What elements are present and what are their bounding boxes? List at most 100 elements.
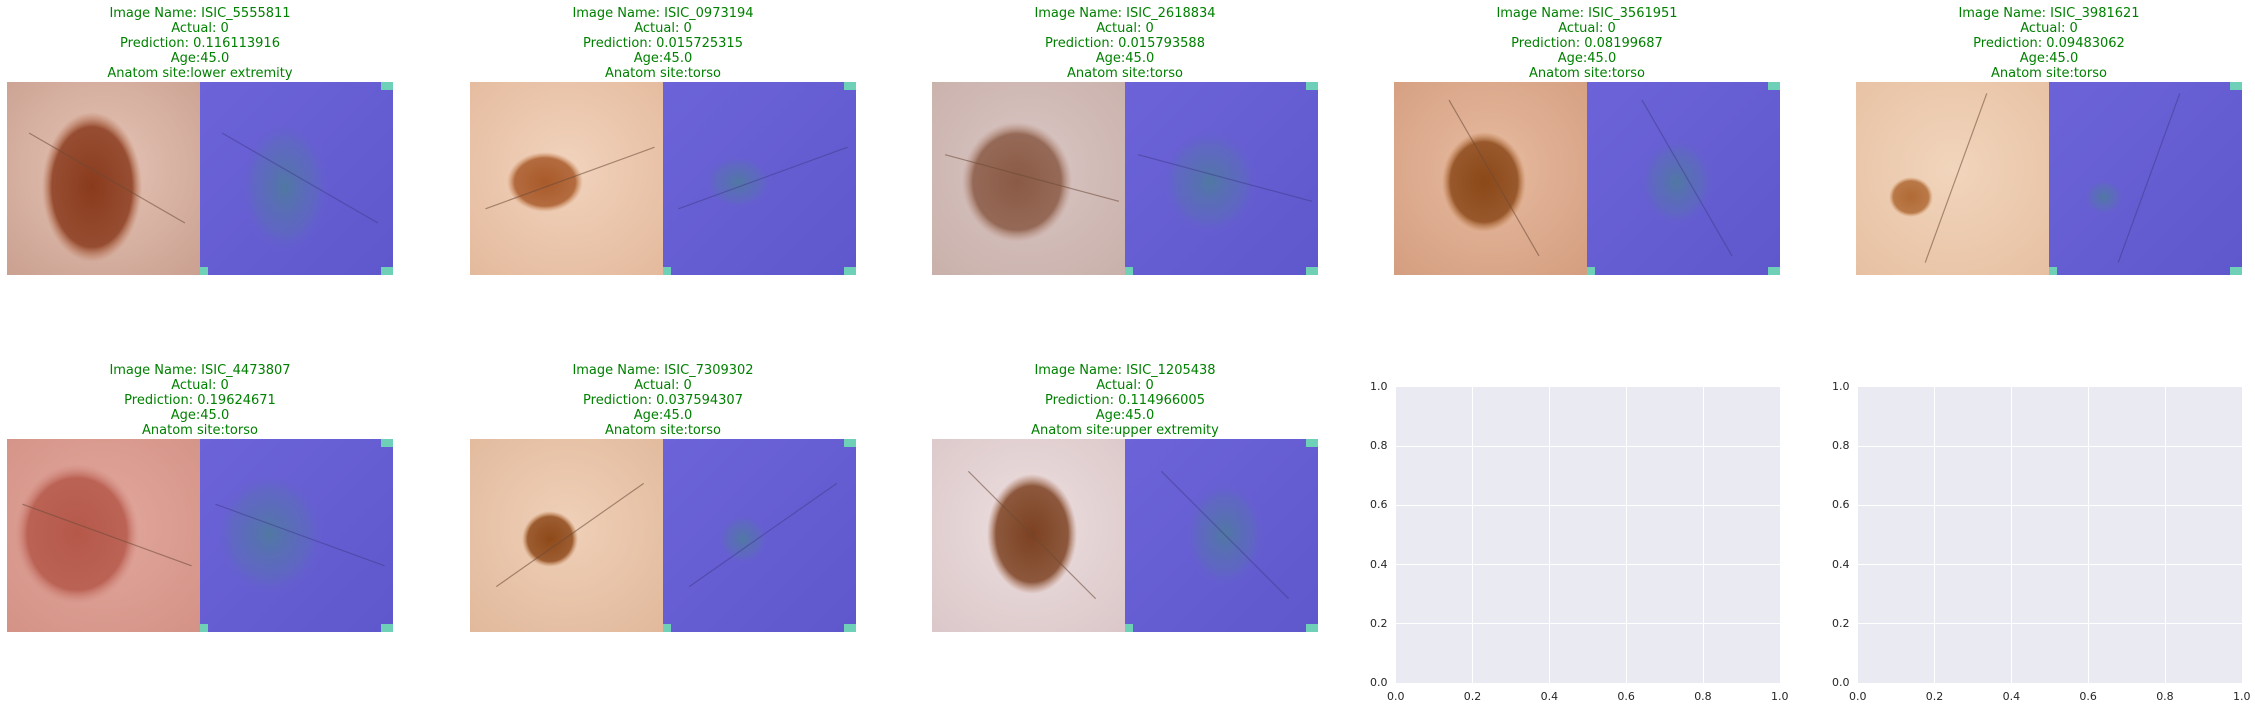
y-tick-label: 0.6 (1832, 498, 1850, 512)
y-tick-label: 0.8 (1832, 439, 1850, 453)
lesion-gradcam-image (932, 439, 1318, 632)
x-tick-label: 0.2 (1925, 690, 1944, 703)
panel-title: Image Name: ISIC_3561951 Actual: 0 Predict… (1394, 6, 1780, 81)
y-tick-label: 0.8 (1370, 439, 1388, 453)
empty-axes (1858, 387, 2242, 683)
grid-line (2087, 387, 2089, 683)
anatom-site-label: Anatom site:torso (1529, 66, 1645, 81)
image-panel: Image Name: ISIC_5555811 Actual: 0 Predict… (7, 0, 393, 280)
image-name-label: Image Name: ISIC_7309302 (572, 363, 754, 378)
actual-label: Actual: 0 (171, 378, 229, 393)
grid-line (1396, 564, 1780, 566)
y-tick-label: 0.4 (1370, 557, 1388, 571)
x-tick-label: 0.8 (2156, 690, 2174, 703)
panel-title: Image Name: ISIC_1205438 Actual: 0 Predict… (932, 363, 1318, 438)
y-tick-label: 0.2 (1832, 616, 1850, 630)
image-panel: Image Name: ISIC_1205438 Actual: 0 Predict… (932, 357, 1318, 637)
prediction-label: Prediction: 0.19624671 (124, 393, 276, 408)
image-panel: Image Name: ISIC_0973194 Actual: 0 Predict… (470, 0, 856, 280)
grid-line (1702, 387, 1704, 683)
y-tick-label: 0.6 (1370, 498, 1388, 512)
panel-title: Image Name: ISIC_7309302 Actual: 0 Predict… (470, 363, 856, 438)
prediction-label: Prediction: 0.116113916 (120, 36, 280, 51)
y-tick-label: 0.4 (1832, 557, 1850, 571)
anatom-site-label: Anatom site:torso (605, 66, 721, 81)
image-name-label: Image Name: ISIC_5555811 (109, 6, 291, 21)
panel-title: Image Name: ISIC_2618834 Actual: 0 Predict… (932, 6, 1318, 81)
lesion-gradcam-image (470, 82, 856, 275)
x-tick-label: 0.0 (1849, 690, 1867, 703)
image-name-label: Image Name: ISIC_0973194 (572, 6, 754, 21)
actual-label: Actual: 0 (1096, 378, 1154, 393)
age-label: Age:45.0 (2019, 51, 2079, 66)
anatom-site-label: Anatom site:torso (605, 423, 721, 438)
x-tick-label: 0.2 (1463, 690, 1482, 703)
image-name-label: Image Name: ISIC_2618834 (1034, 6, 1216, 21)
x-tick-label: 0.4 (1540, 690, 1559, 703)
image-panel: Image Name: ISIC_3561951 Actual: 0 Predict… (1394, 0, 1780, 280)
empty-axes (1396, 387, 1780, 683)
actual-label: Actual: 0 (634, 378, 692, 393)
image-panel: Image Name: ISIC_2618834 Actual: 0 Predict… (932, 0, 1318, 280)
age-label: Age:45.0 (1095, 51, 1155, 66)
grid-line (1396, 445, 1780, 447)
prediction-label: Prediction: 0.015725315 (583, 36, 743, 51)
age-label: Age:45.0 (1557, 51, 1617, 66)
grid-line (2164, 387, 2166, 683)
grid-line (1396, 504, 1780, 506)
lesion-gradcam-image (1856, 82, 2242, 275)
lesion-gradcam-image (932, 82, 1318, 275)
lesion-gradcam-image (7, 439, 393, 632)
y-tick-label: 1.0 (1832, 380, 1850, 393)
grid-line (1396, 623, 1780, 625)
y-tick-label: 1.0 (1370, 380, 1388, 393)
x-tick-label: 1.0 (1771, 690, 1789, 703)
image-name-label: Image Name: ISIC_3981621 (1958, 6, 2140, 21)
anatom-site-label: Anatom site:torso (1991, 66, 2107, 81)
anatom-site-label: Anatom site:torso (142, 423, 258, 438)
grid-line (1858, 623, 2242, 625)
panel-title: Image Name: ISIC_4473807 Actual: 0 Predict… (7, 363, 393, 438)
actual-label: Actual: 0 (1096, 21, 1154, 36)
x-tick-label: 0.8 (1694, 690, 1712, 703)
x-tick-label: 1.0 (2233, 690, 2251, 703)
age-label: Age:45.0 (170, 51, 230, 66)
grid-line (1858, 445, 2242, 447)
image-name-label: Image Name: ISIC_4473807 (109, 363, 291, 378)
x-tick-label: 0.6 (1617, 690, 1635, 703)
grid-line (2011, 387, 2013, 683)
y-tick-label: 0.0 (1832, 676, 1850, 689)
grid-line (1472, 387, 1474, 683)
y-tick-label: 0.2 (1370, 616, 1388, 630)
age-label: Age:45.0 (633, 51, 693, 66)
panel-title: Image Name: ISIC_0973194 Actual: 0 Predict… (470, 6, 856, 81)
image-panel: Image Name: ISIC_3981621 Actual: 0 Predict… (1856, 0, 2242, 280)
age-label: Age:45.0 (633, 408, 693, 423)
panel-title: Image Name: ISIC_3981621 Actual: 0 Predict… (1856, 6, 2242, 81)
age-label: Age:45.0 (170, 408, 230, 423)
grid-line (1625, 387, 1627, 683)
actual-label: Actual: 0 (171, 21, 229, 36)
image-panel: Image Name: ISIC_4473807 Actual: 0 Predict… (7, 357, 393, 637)
x-tick-label: 0.4 (2002, 690, 2021, 703)
x-tick-label: 0.0 (1387, 690, 1405, 703)
anatom-site-label: Anatom site:upper extremity (1031, 423, 1219, 438)
image-name-label: Image Name: ISIC_3561951 (1496, 6, 1678, 21)
grid-line (1858, 504, 2242, 506)
lesion-gradcam-image (7, 82, 393, 275)
anatom-site-label: Anatom site:torso (1067, 66, 1183, 81)
prediction-label: Prediction: 0.08199687 (1511, 36, 1663, 51)
prediction-label: Prediction: 0.037594307 (583, 393, 743, 408)
image-name-label: Image Name: ISIC_1205438 (1034, 363, 1216, 378)
age-label: Age:45.0 (1095, 408, 1155, 423)
grid-line (1934, 387, 1936, 683)
panel-title: Image Name: ISIC_5555811 Actual: 0 Predict… (7, 6, 393, 81)
lesion-gradcam-image (470, 439, 856, 632)
prediction-label: Prediction: 0.09483062 (1973, 36, 2125, 51)
anatom-site-label: Anatom site:lower extremity (107, 66, 293, 81)
actual-label: Actual: 0 (634, 21, 692, 36)
image-panel: Image Name: ISIC_7309302 Actual: 0 Predict… (470, 357, 856, 637)
grid-line (1549, 387, 1551, 683)
x-tick-label: 0.6 (2079, 690, 2097, 703)
actual-label: Actual: 0 (2020, 21, 2078, 36)
